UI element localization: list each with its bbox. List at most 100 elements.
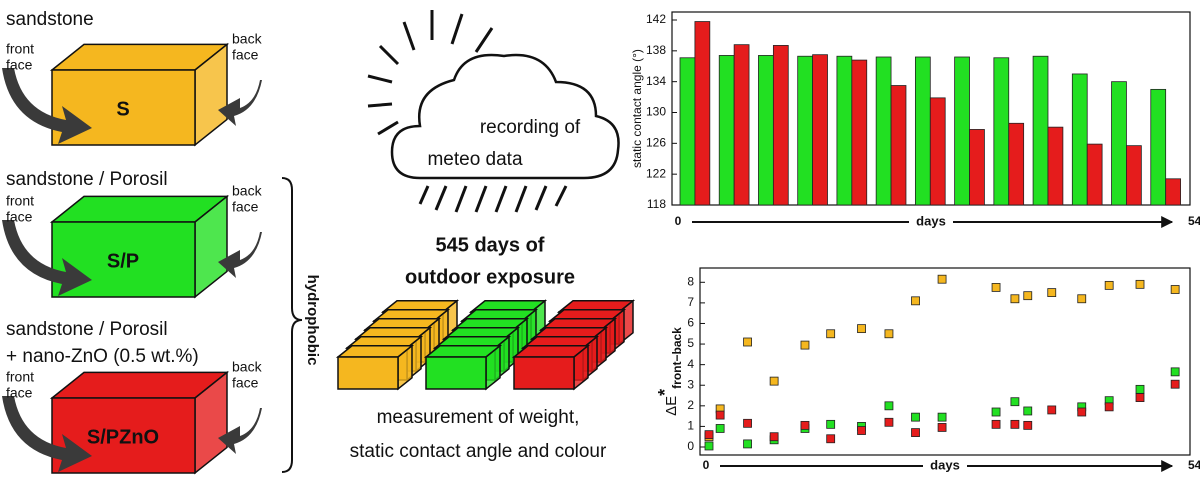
- front-label: front: [6, 41, 34, 57]
- front-label: face: [6, 57, 33, 73]
- back-label: back: [232, 359, 263, 375]
- point: [705, 442, 713, 450]
- bar: [1072, 74, 1087, 205]
- point: [1105, 403, 1113, 411]
- point: [912, 429, 920, 437]
- y-tick-label: 8: [687, 274, 694, 288]
- x-tick-label: 545: [1188, 458, 1200, 472]
- page: hydrophobic recording of meteo data 545 …: [0, 0, 1200, 477]
- bar: [758, 55, 773, 205]
- sample-code: S/PZnO: [87, 426, 159, 448]
- sample-title: sandstone: [6, 9, 94, 30]
- y-axis-label: ΔE*front−back: [655, 327, 684, 416]
- y-label-sub: front−back: [670, 327, 684, 389]
- point: [1078, 408, 1086, 416]
- point: [912, 413, 920, 421]
- sample-title: sandstone / Porosil: [6, 319, 168, 340]
- exposure-text: 545 days of: [436, 234, 545, 256]
- bar: [852, 60, 867, 205]
- bar: [1048, 127, 1063, 205]
- sample-code: S: [116, 98, 129, 120]
- measurement-text: measurement of weight,: [377, 407, 580, 428]
- sample-code: S/P: [107, 250, 139, 272]
- point: [858, 427, 866, 435]
- weather-text: recording of: [480, 117, 581, 138]
- y-tick-label: 138: [646, 43, 666, 57]
- bar: [876, 57, 891, 205]
- bar: [1166, 179, 1181, 205]
- y-tick-label: 3: [687, 377, 694, 391]
- y-tick-label: 6: [687, 316, 694, 330]
- x-tick-label: 545: [1188, 214, 1200, 228]
- charts: 118122126130134138142days0545static cont…: [630, 12, 1200, 475]
- block-front: [514, 357, 574, 389]
- y-axis-label: static contact angle (°): [630, 49, 644, 168]
- bar: [1009, 123, 1024, 205]
- point: [744, 440, 752, 448]
- bar: [734, 45, 749, 205]
- y-label-main: ΔE: [663, 396, 680, 416]
- point: [1011, 420, 1019, 428]
- point: [770, 433, 778, 441]
- front-label: front: [6, 193, 34, 209]
- bar: [719, 55, 734, 205]
- graphical-abstract: hydrophobic recording of meteo data 545 …: [0, 0, 1200, 477]
- bar: [970, 129, 985, 205]
- point: [938, 423, 946, 431]
- point: [992, 420, 1000, 428]
- rain: [420, 186, 566, 212]
- bar: [1087, 144, 1102, 205]
- y-tick-label: 142: [646, 12, 666, 26]
- point: [1048, 289, 1056, 297]
- point: [1136, 280, 1144, 288]
- point: [1024, 421, 1032, 429]
- y-tick-label: 4: [687, 357, 694, 371]
- weather-text: meteo data: [427, 149, 522, 170]
- point: [1136, 385, 1144, 393]
- stack-block: [514, 346, 588, 389]
- point: [992, 283, 1000, 291]
- y-tick-label: 7: [687, 295, 694, 309]
- stack-block: [338, 346, 412, 389]
- bar: [837, 56, 852, 205]
- bar: [930, 98, 945, 205]
- y-tick-label: 122: [646, 166, 666, 180]
- front-label: front: [6, 369, 34, 385]
- bar: [1112, 82, 1127, 205]
- front-label: face: [6, 385, 33, 401]
- point: [716, 411, 724, 419]
- point: [885, 330, 893, 338]
- bar: [798, 56, 813, 205]
- point: [744, 419, 752, 427]
- bar: [891, 86, 906, 205]
- y-tick-label: 118: [647, 197, 666, 211]
- point: [801, 341, 809, 349]
- point: [827, 330, 835, 338]
- back-label: back: [232, 183, 263, 199]
- point: [827, 420, 835, 428]
- bar: [813, 55, 828, 205]
- point: [1171, 368, 1179, 376]
- block-front: [338, 357, 398, 389]
- x-tick-label: 0: [675, 214, 682, 228]
- sample-title: sandstone / Porosil: [6, 169, 168, 190]
- brace: [282, 178, 302, 472]
- y-tick-label: 2: [687, 398, 694, 412]
- y-tick-label: 126: [646, 136, 666, 150]
- sample-title: + nano-ZnO (0.5 wt.%): [6, 346, 199, 367]
- bar: [1126, 146, 1141, 205]
- point: [1078, 295, 1086, 303]
- point: [716, 424, 724, 432]
- bar: [680, 58, 695, 205]
- y-tick-label: 134: [646, 74, 666, 88]
- back-label: face: [232, 199, 259, 215]
- y-tick-label: 130: [646, 105, 666, 119]
- point: [938, 413, 946, 421]
- y-tick-label: 1: [687, 419, 694, 433]
- block-front: [426, 357, 486, 389]
- point: [992, 408, 1000, 416]
- point: [801, 421, 809, 429]
- bar: [695, 22, 710, 205]
- point: [912, 297, 920, 305]
- bar: [955, 57, 970, 205]
